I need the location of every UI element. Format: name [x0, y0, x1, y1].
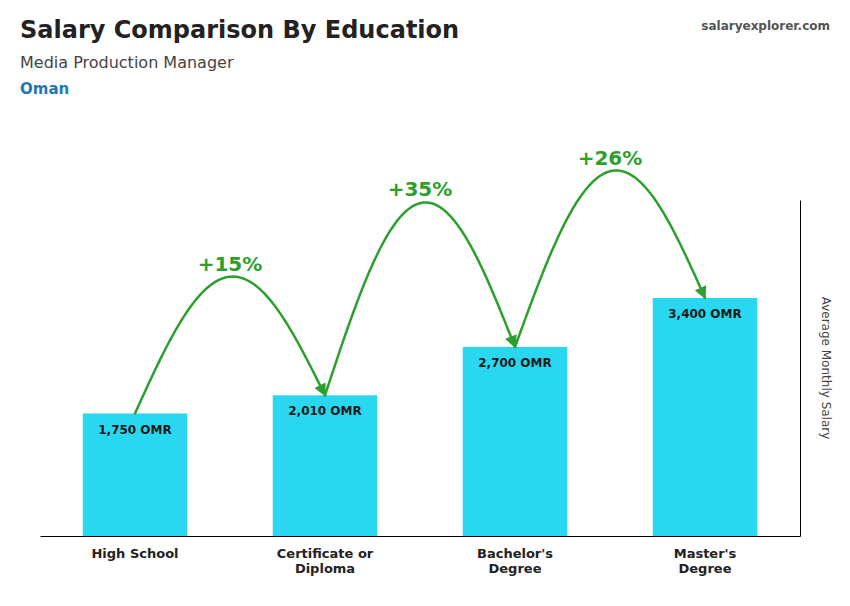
bar: [83, 414, 188, 537]
credit: salaryexplorer.com: [701, 19, 830, 33]
growth-arrow: [135, 277, 325, 414]
bar: [273, 395, 378, 536]
title: Salary Comparison By Education: [20, 16, 459, 44]
x-tick: Bachelor'sDegree: [477, 536, 553, 576]
x-tick-label: High School: [91, 546, 178, 561]
plot: High School Certificate orDiploma Bachelor…: [41, 145, 801, 575]
chart: Salary Comparison By Education Media Prod…: [0, 0, 850, 606]
y-axis-title: Average Monthly Salary: [819, 297, 833, 440]
x-tick-label-line: Master's: [674, 546, 737, 561]
growth-label: +15%: [198, 252, 263, 276]
bar: [653, 298, 758, 536]
bar: [463, 347, 568, 536]
x-tick-label: Master'sDegree: [674, 546, 737, 576]
x-tick-label-line: High School: [91, 546, 178, 561]
growth-arrows: +15% +35% +26%: [135, 145, 705, 413]
growth-arrow: [325, 202, 515, 395]
growth-label: +26%: [578, 145, 643, 169]
x-axis: High School Certificate orDiploma Bachelor…: [41, 536, 801, 576]
x-tick-label: Certificate orDiploma: [277, 546, 374, 576]
x-tick-label-line: Degree: [679, 561, 732, 576]
x-axis-line: [41, 536, 801, 537]
country: Oman: [20, 80, 69, 98]
growth-label: +35%: [388, 177, 453, 201]
x-tick: Master'sDegree: [674, 536, 737, 576]
x-tick-label-line: Bachelor's: [477, 546, 553, 561]
value-labels: 1,750 OMR 2,010 OMR 2,700 OMR 3,400 OMR: [98, 307, 742, 437]
x-tick-label-line: Diploma: [295, 561, 355, 576]
x-tick-label-line: Degree: [489, 561, 542, 576]
y-axis: [800, 201, 801, 537]
growth-arrow: [515, 170, 705, 347]
x-tick-label-line: Certificate or: [277, 546, 374, 561]
value-label: 2,700 OMR: [478, 356, 552, 370]
x-tick-label: Bachelor'sDegree: [477, 546, 553, 576]
x-tick: High School: [91, 536, 178, 561]
subtitle: Media Production Manager: [20, 53, 234, 72]
bars: [83, 298, 758, 536]
y-axis-line: [800, 201, 801, 537]
value-label: 3,400 OMR: [668, 307, 742, 321]
value-label: 2,010 OMR: [288, 404, 362, 418]
x-tick: Certificate orDiploma: [277, 536, 374, 576]
value-label: 1,750 OMR: [98, 423, 172, 437]
